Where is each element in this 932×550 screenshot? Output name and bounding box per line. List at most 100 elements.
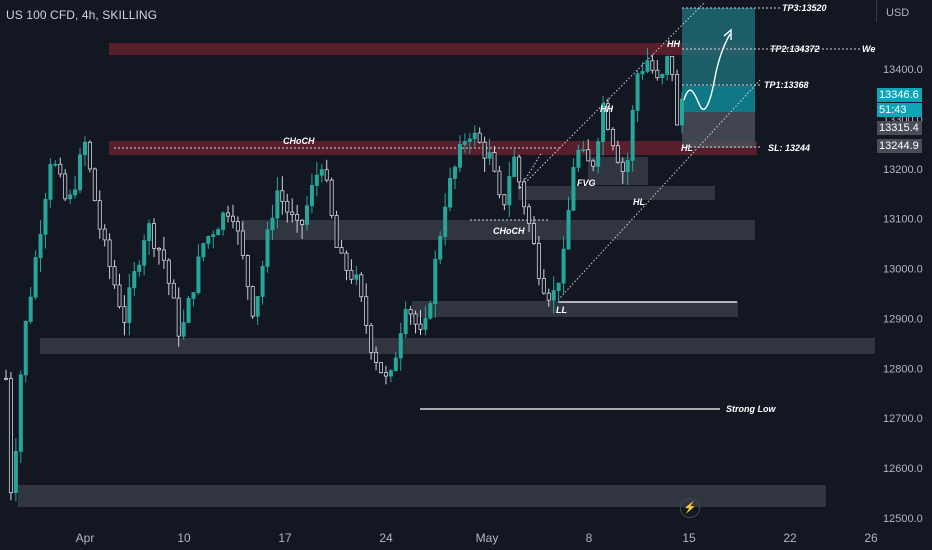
candle-body — [156, 247, 161, 251]
axis-separator — [876, 0, 877, 22]
candle-body — [403, 309, 408, 335]
candle-body — [551, 290, 556, 301]
candle-body — [541, 278, 546, 294]
candle-body — [640, 71, 645, 75]
candle-body — [255, 296, 260, 317]
candle-body — [23, 321, 28, 376]
candle-body — [457, 143, 462, 168]
candle-body — [43, 198, 48, 235]
candle-body — [319, 169, 324, 176]
candle-body — [393, 357, 398, 372]
candle-body — [531, 223, 536, 244]
candle-body — [581, 149, 586, 152]
strong-low-label: Strong Low — [726, 404, 776, 414]
candle-body — [630, 109, 635, 161]
y-tick-label: 12700.0 — [883, 413, 923, 425]
candle-body — [591, 160, 596, 167]
y-tick-label: 13200.0 — [883, 164, 923, 176]
candle-body — [571, 167, 576, 211]
candle-body — [586, 149, 591, 162]
position-stop-box[interactable] — [682, 112, 755, 148]
candle-body — [97, 200, 102, 230]
candle-body — [339, 247, 344, 254]
candle-body — [275, 190, 280, 219]
candle-body — [137, 264, 142, 272]
candle-body — [132, 271, 137, 289]
ll-label: LL — [556, 305, 567, 315]
candle-body — [670, 56, 675, 75]
candle-body — [453, 166, 458, 179]
candle-body — [502, 194, 507, 206]
position-entry-box[interactable] — [682, 86, 755, 112]
candle-body — [18, 374, 23, 452]
candle-body — [290, 211, 295, 215]
candle-body — [147, 223, 152, 241]
candle-body — [68, 194, 73, 200]
projected-path — [683, 33, 731, 110]
candle-body — [610, 128, 615, 147]
candle-body — [517, 156, 522, 183]
candle-body — [38, 233, 43, 258]
x-tick-label: 22 — [783, 531, 797, 545]
resistance-zone-choch — [109, 141, 757, 155]
candle-body — [625, 160, 630, 172]
candle-body — [8, 378, 13, 494]
candle-body — [374, 352, 379, 363]
candle-body — [556, 282, 561, 291]
candle-body — [226, 212, 231, 217]
candle-body — [527, 206, 532, 224]
channel-lower — [557, 79, 761, 301]
countdown-badge: 51:43 — [877, 103, 922, 117]
y-tick-label: 12600.0 — [883, 463, 923, 475]
candle-body — [680, 98, 685, 126]
x-axis-labels: Apr 10 17 24 May 8 15 22 26 — [76, 531, 878, 545]
candle-body — [601, 103, 606, 143]
candle-body — [186, 298, 191, 323]
hl-label-1: HL — [633, 197, 645, 207]
candle-body — [359, 274, 364, 298]
candle-body — [216, 229, 221, 236]
x-tick-label: Apr — [76, 531, 95, 545]
y-tick-label: 13100.0 — [883, 214, 923, 226]
candle-body — [596, 141, 601, 167]
position-target-box[interactable] — [682, 8, 755, 86]
price-badge-2: 13315.4 — [877, 121, 922, 135]
candle-body — [546, 292, 551, 301]
candle-body — [230, 215, 235, 222]
candle-body — [314, 174, 319, 186]
candle-body — [423, 317, 428, 330]
candle-body — [497, 170, 502, 196]
y-tick-label: 13400.0 — [883, 64, 923, 76]
candle-body — [561, 248, 566, 284]
candle-body — [645, 60, 650, 72]
candle-body — [650, 60, 655, 71]
candle-body — [576, 149, 581, 168]
candle-body — [388, 370, 393, 377]
candle-body — [655, 69, 660, 79]
candle-body — [448, 177, 453, 208]
candle-body — [329, 179, 334, 216]
candle-body — [364, 296, 369, 326]
candle-body — [58, 163, 63, 175]
candle-body — [433, 258, 438, 304]
candle-body — [512, 156, 517, 177]
currency-label[interactable]: USD — [886, 7, 910, 19]
candle-body — [260, 266, 265, 297]
candle-body — [398, 333, 403, 359]
candle-body — [300, 219, 305, 225]
candle-body — [324, 169, 329, 181]
candle-body — [620, 161, 625, 172]
candle-body — [507, 176, 512, 206]
candle-body — [250, 286, 255, 317]
candle-body — [665, 56, 670, 75]
candle-body — [477, 132, 482, 143]
candle-body — [383, 372, 388, 377]
candle-body — [107, 239, 112, 267]
candle-body — [117, 284, 122, 308]
tp2-label: TP2:134372 — [770, 44, 820, 54]
candle-body — [181, 322, 186, 337]
candle-body — [660, 74, 665, 79]
candle-body — [92, 168, 97, 202]
lightning-icon[interactable]: ⚡ — [680, 498, 700, 518]
